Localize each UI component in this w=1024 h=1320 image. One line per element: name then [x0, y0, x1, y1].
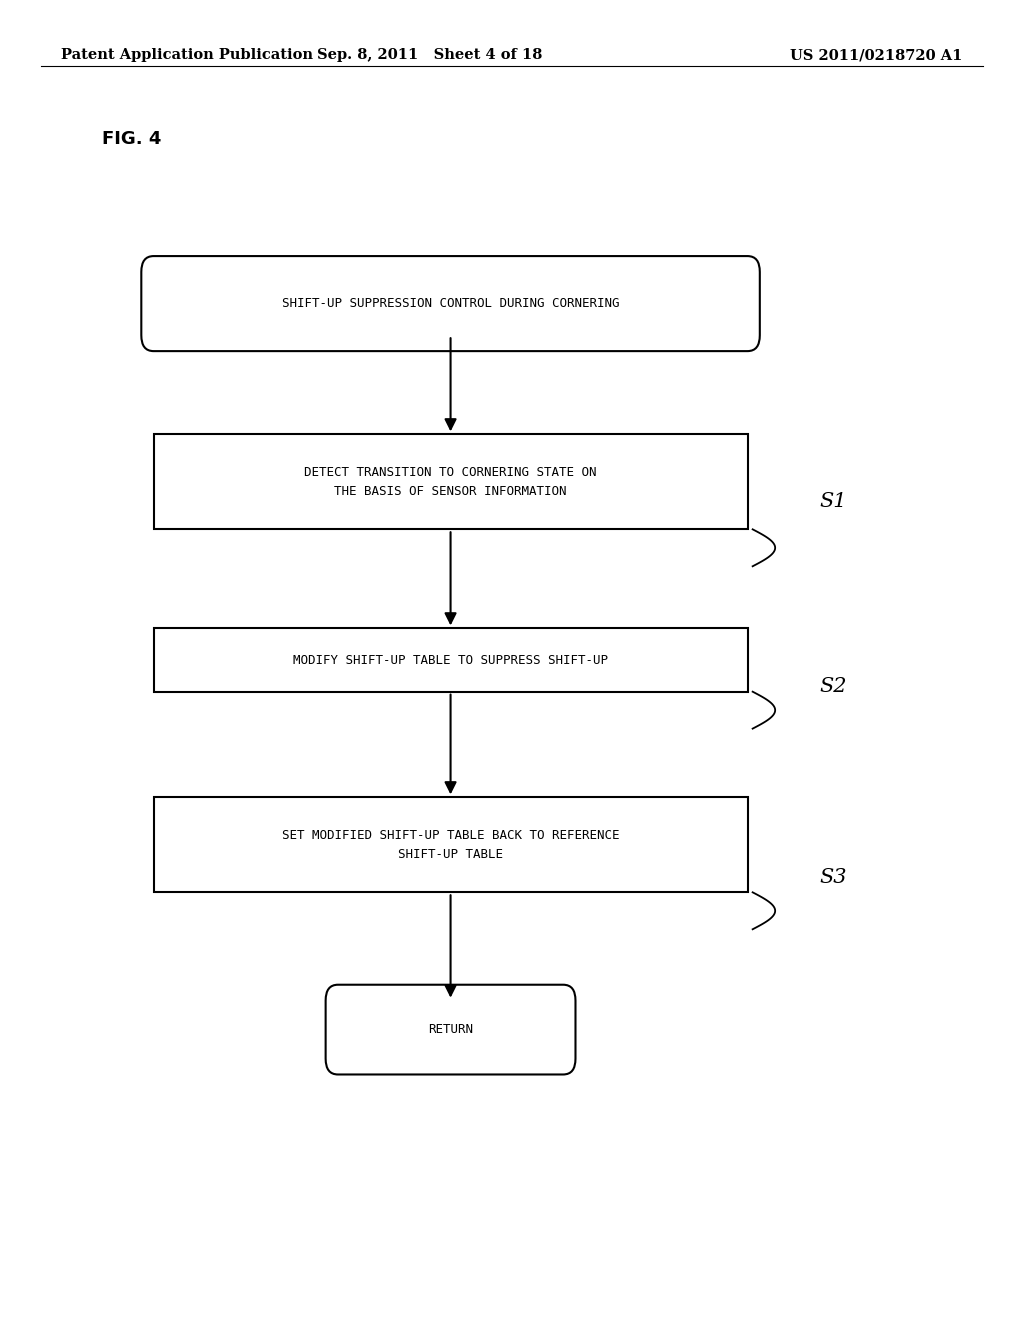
FancyBboxPatch shape: [141, 256, 760, 351]
FancyBboxPatch shape: [326, 985, 575, 1074]
Text: US 2011/0218720 A1: US 2011/0218720 A1: [791, 49, 963, 62]
Text: MODIFY SHIFT-UP TABLE TO SUPPRESS SHIFT-UP: MODIFY SHIFT-UP TABLE TO SUPPRESS SHIFT-…: [293, 653, 608, 667]
Text: DETECT TRANSITION TO CORNERING STATE ON
THE BASIS OF SENSOR INFORMATION: DETECT TRANSITION TO CORNERING STATE ON …: [304, 466, 597, 498]
Text: FIG. 4: FIG. 4: [102, 129, 162, 148]
Text: Sep. 8, 2011   Sheet 4 of 18: Sep. 8, 2011 Sheet 4 of 18: [317, 49, 543, 62]
Bar: [154, 434, 748, 529]
Text: S1: S1: [819, 492, 847, 511]
Text: SET MODIFIED SHIFT-UP TABLE BACK TO REFERENCE
SHIFT-UP TABLE: SET MODIFIED SHIFT-UP TABLE BACK TO REFE…: [282, 829, 620, 861]
Text: S2: S2: [819, 677, 847, 696]
Text: RETURN: RETURN: [428, 1023, 473, 1036]
Bar: [154, 797, 748, 892]
Bar: [154, 628, 748, 692]
Text: SHIFT-UP SUPPRESSION CONTROL DURING CORNERING: SHIFT-UP SUPPRESSION CONTROL DURING CORN…: [282, 297, 620, 310]
Text: Patent Application Publication: Patent Application Publication: [61, 49, 313, 62]
Text: S3: S3: [819, 869, 847, 887]
